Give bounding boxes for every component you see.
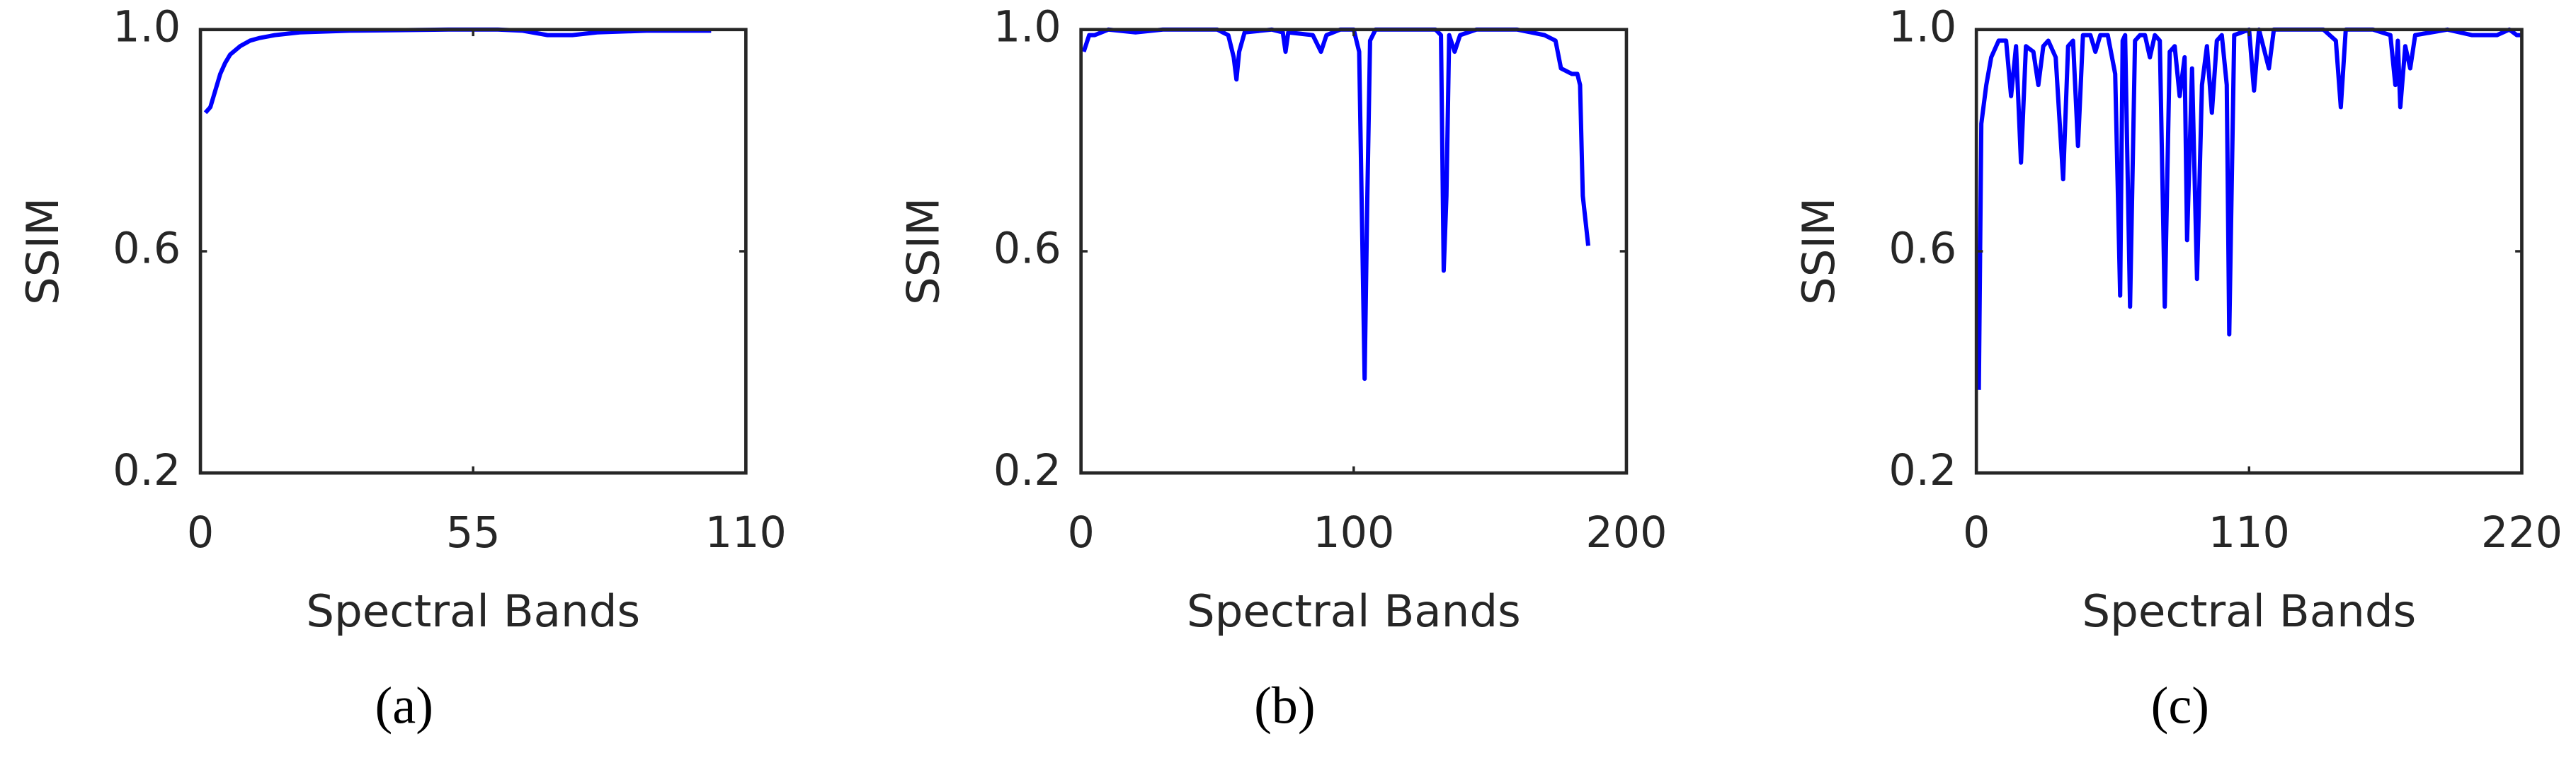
panel-label: (c) (2151, 677, 2209, 735)
x-axis-label: Spectral Bands (1187, 585, 1521, 637)
y-axis-label: SSIM (1793, 197, 1845, 305)
x-tick-label: 0 (1963, 508, 1990, 558)
x-tick-label: 0 (1067, 508, 1094, 558)
y-tick-label: 1.0 (1888, 2, 1956, 52)
x-tick-label: 110 (705, 508, 787, 558)
y-axis-label: SSIM (898, 197, 950, 305)
y-tick-label: 1.0 (993, 2, 1061, 52)
plot-frame (1974, 28, 2524, 475)
y-axis-label: SSIM (17, 197, 69, 305)
y-tick-label: 0.2 (993, 446, 1061, 495)
y-tick-label: 0.2 (113, 446, 181, 495)
panel-label: (a) (375, 677, 433, 735)
x-tick-label: 0 (187, 508, 214, 558)
x-tick-label: 200 (1585, 508, 1667, 558)
data-line (203, 27, 712, 115)
y-tick-label: 1.0 (113, 2, 181, 52)
data-line (1976, 27, 2522, 390)
x-axis-label: Spectral Bands (306, 585, 640, 637)
y-tick-label: 0.6 (993, 224, 1061, 274)
data-line (1081, 27, 1591, 382)
x-tick-label: 220 (2481, 508, 2563, 558)
x-tick-label: 100 (1313, 508, 1394, 558)
plot-frame (198, 28, 748, 475)
y-tick-label: 0.6 (113, 224, 181, 274)
x-axis-label: Spectral Bands (2082, 585, 2416, 637)
y-tick-label: 0.2 (1888, 446, 1956, 495)
panel-label: (b) (1254, 677, 1316, 735)
y-tick-label: 0.6 (1888, 224, 1956, 274)
x-tick-label: 55 (446, 508, 501, 558)
plot-frame (1079, 28, 1629, 475)
x-tick-label: 110 (2209, 508, 2290, 558)
